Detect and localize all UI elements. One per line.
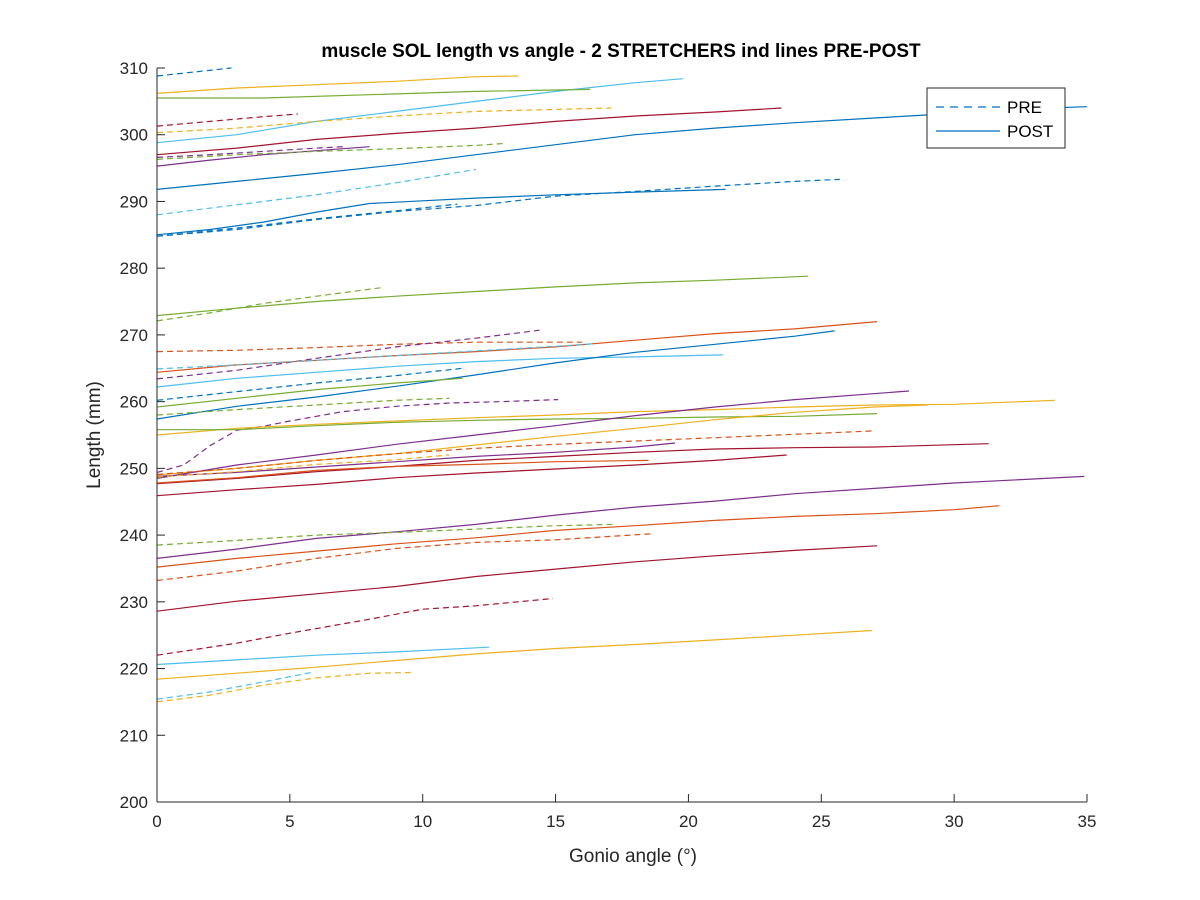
series-line-12 [156,178,840,237]
y-tick-label-260: 260 [120,393,148,412]
series-line-8 [156,146,370,167]
y-tick-label-250: 250 [120,459,148,478]
series-line-1 [156,75,519,94]
series-line-21 [156,354,724,388]
y-tick-label-210: 210 [120,726,148,745]
series-line-33 [156,442,676,477]
series-line-22 [156,330,835,420]
series-line-40 [156,533,652,582]
series-line-25 [156,377,463,408]
series-line-19 [156,321,878,373]
y-tick-label-270: 270 [120,326,148,345]
series-line-3 [157,88,591,99]
series-line-42 [156,597,553,656]
x-tick-label-25: 25 [812,812,831,831]
y-tick-label-200: 200 [120,793,148,812]
series-line-16 [156,286,383,322]
series-line-37 [156,475,1085,559]
x-tick-label-20: 20 [679,812,698,831]
series-line-44 [156,646,490,666]
x-tick-label-5: 5 [285,812,294,831]
x-tick-label-35: 35 [1078,812,1097,831]
x-tick-label-15: 15 [546,812,565,831]
series-line-36 [156,459,649,484]
series-line-46 [156,671,413,703]
x-tick-label-0: 0 [152,812,161,831]
series-line-27 [156,399,1056,436]
chart-title: muscle SOL length vs angle - 2 STRETCHER… [321,41,921,62]
series-line-43 [156,629,872,680]
axes-layer [156,68,1087,803]
series-line-10 [156,146,344,158]
series-line-15 [156,275,809,317]
y-tick-label-290: 290 [120,192,148,211]
series-line-6 [156,107,782,156]
x-tick-label-30: 30 [945,812,964,831]
ticks-layer: 0 5 10 15 20 25 30 35 200 210 220 230 240 250 260 270 28… [120,59,1097,831]
legend-label-pre: PRE [1007,98,1042,117]
plot-area [157,68,1087,802]
series-line-35 [156,454,787,497]
series-line-45 [156,671,312,700]
series-line-11 [156,168,476,216]
legend: PRE POST [926,87,1066,149]
series-line-24 [156,397,450,416]
y-tick-label-240: 240 [120,526,148,545]
series-line-41 [156,545,878,612]
series-line-34 [156,454,450,478]
series-line-39 [156,505,1000,568]
series-line-32 [156,443,989,485]
series-line-23 [156,367,463,401]
series-line-18 [156,329,540,380]
x-tick-label-10: 10 [413,812,432,831]
series-line-0 [156,67,232,77]
y-tick-label-280: 280 [120,259,148,278]
y-tick-label-300: 300 [120,126,148,145]
series-line-2 [156,78,684,144]
series-layer [156,67,1088,703]
y-tick-label-220: 220 [120,660,148,679]
series-line-9 [156,142,506,160]
y-axis-title: Length (mm) [84,381,105,489]
series-line-26 [156,399,559,473]
series-line-5 [156,107,612,134]
x-axis-title: Gonio angle (°) [569,846,697,867]
y-tick-label-230: 230 [120,593,148,612]
legend-box [926,87,1066,149]
series-line-14 [156,203,458,237]
series-line-30 [156,390,910,479]
series-line-28 [157,413,878,431]
series-line-4 [156,113,298,127]
legend-label-post: POST [1007,122,1053,141]
y-tick-label-310: 310 [120,59,148,78]
series-line-13 [156,188,726,236]
